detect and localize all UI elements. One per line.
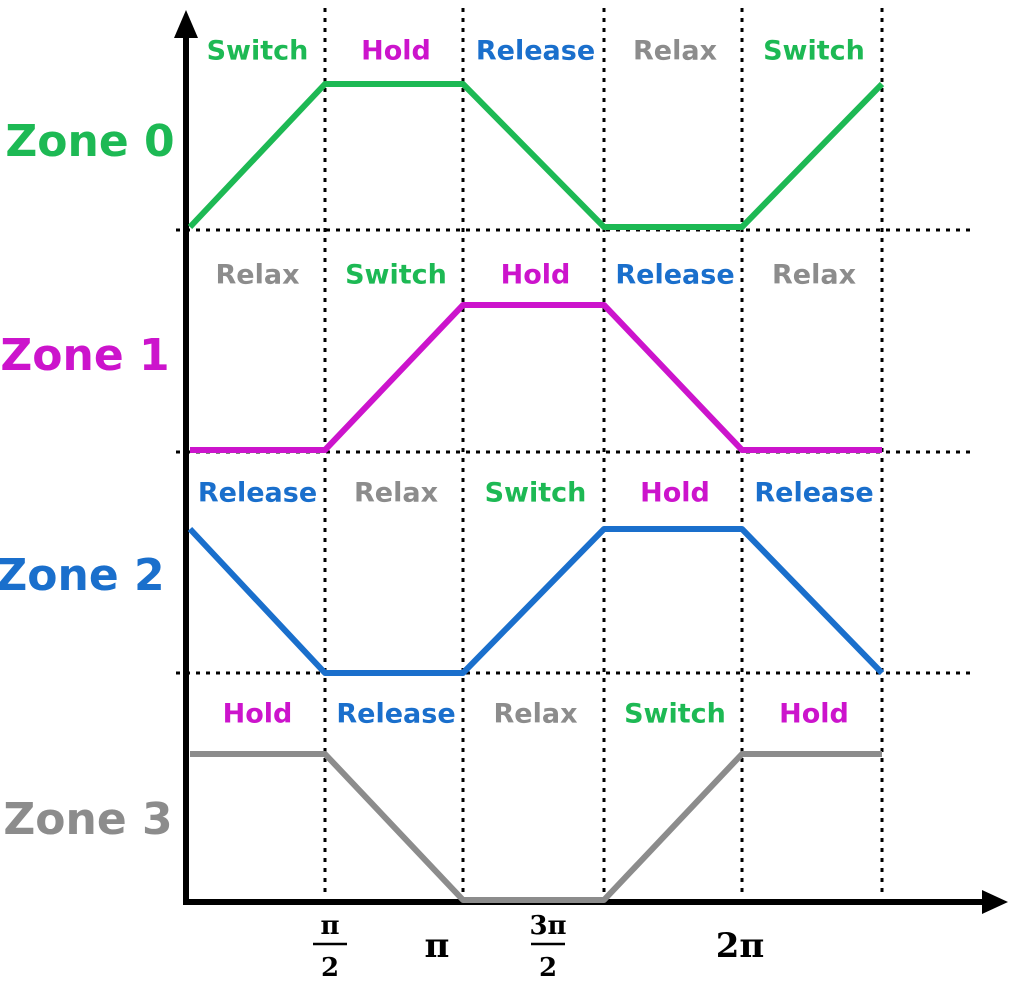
phase-label: Switch [207,36,309,67]
phase-label: Hold [779,699,849,730]
zone-curve [187,526,885,676]
phase-label: Hold [361,36,431,67]
phase-labels: Switch Hold Release Relax Switch Relax Switch H… [198,36,874,730]
y-axis-arrowhead [174,10,198,38]
zone-curves [187,81,885,903]
phase-label: Switch [624,699,726,730]
phase-label: Switch [345,260,447,291]
zone-label: Zone 0 [5,116,174,167]
x-tick-label: 3π2 [529,911,566,983]
phase-label: Switch [763,36,865,67]
x-tick-label: π [425,926,450,966]
zone-curve [187,81,885,230]
phase-label: Hold [640,478,710,509]
x-tick-label: π2 [313,911,347,983]
x-axis-arrowhead [982,890,1008,914]
tick-denominator: 2 [321,953,339,983]
phase-label: Release [476,36,595,67]
phase-label: Switch [485,478,587,509]
phase-label: Hold [501,260,571,291]
phase-label: Release [615,260,734,291]
zone-label: Zone 2 [0,550,165,601]
phase-label: Relax [216,260,300,291]
phase-label: Relax [772,260,856,291]
phase-label: Relax [354,478,438,509]
zone-label: Zone 3 [3,794,172,845]
zone-labels: Zone 0 Zone 1 Zone 2 Zone 3 [0,116,175,845]
tick-numerator: 3π [529,911,566,941]
phase-label: Release [198,478,317,509]
zone-label: Zone 1 [0,330,169,381]
phase-label: Release [754,478,873,509]
x-tick-label: 2π [716,926,765,966]
tick-denominator: 2 [539,953,557,983]
tick-numerator: π [320,911,339,941]
phase-label: Hold [223,699,293,730]
phase-label: Release [336,699,455,730]
phase-label: Relax [494,699,578,730]
zone-curve [190,302,882,453]
zone-curve [190,751,882,903]
phase-label: Relax [633,36,717,67]
